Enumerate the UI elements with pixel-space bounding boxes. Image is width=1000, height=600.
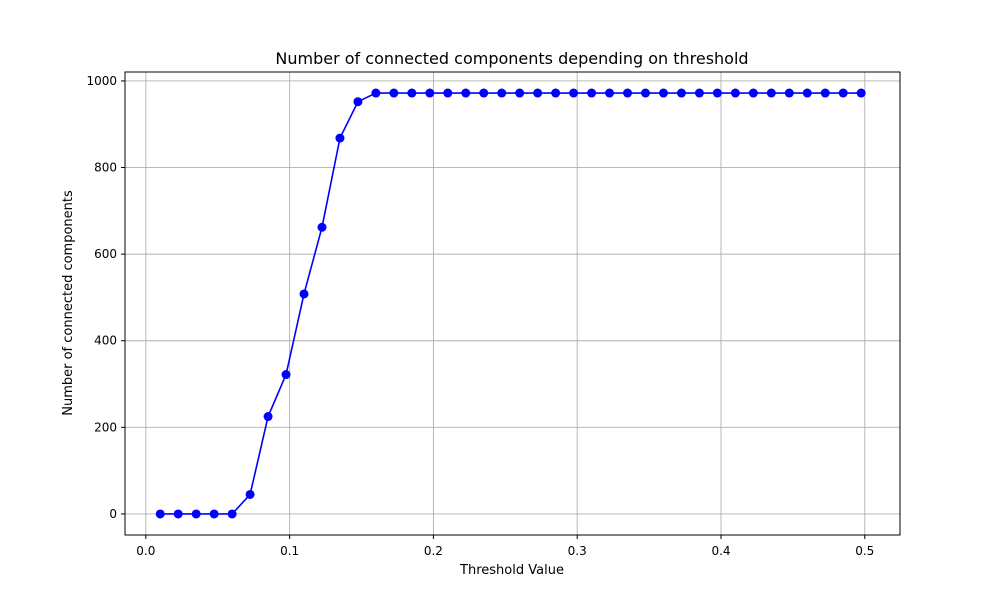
data-point <box>766 88 776 98</box>
data-point <box>497 88 507 98</box>
data-point <box>694 88 704 98</box>
data-point <box>227 509 237 519</box>
plot-frame <box>124 71 901 536</box>
series-layer <box>155 88 866 519</box>
data-point <box>676 88 686 98</box>
data-point <box>191 509 201 519</box>
y-tick-label: 200 <box>94 420 117 434</box>
y-axis-label: Number of connected components <box>61 190 76 416</box>
data-point <box>856 88 866 98</box>
y-tick-label: 800 <box>94 161 117 175</box>
data-point <box>605 88 615 98</box>
data-point <box>353 97 363 107</box>
x-axis: 0.0 0.1 0.2 0.3 0.4 0.5 <box>136 535 874 558</box>
chart-title: Number of connected components depending… <box>275 49 748 68</box>
data-point <box>281 370 291 380</box>
data-point <box>712 88 722 98</box>
data-point <box>820 88 830 98</box>
y-tick-label: 0 <box>109 507 117 521</box>
data-point <box>461 88 471 98</box>
y-tick-label: 600 <box>94 247 117 261</box>
data-point <box>658 88 668 98</box>
data-point <box>155 509 165 519</box>
x-tick-label: 0.1 <box>280 544 299 558</box>
x-tick-label: 0.0 <box>136 544 155 558</box>
data-point <box>209 509 219 519</box>
data-point <box>784 88 794 98</box>
data-point <box>443 88 453 98</box>
data-point <box>533 88 543 98</box>
x-tick-label: 0.3 <box>568 544 587 558</box>
data-point <box>838 88 848 98</box>
x-tick-label: 0.2 <box>424 544 443 558</box>
y-axis: 0 200 400 600 800 1000 <box>86 74 125 521</box>
data-point <box>587 88 597 98</box>
y-tick-label: 1000 <box>86 74 117 88</box>
data-point <box>802 88 812 98</box>
data-point <box>245 489 255 499</box>
data-point <box>173 509 183 519</box>
data-point <box>623 88 633 98</box>
data-point <box>479 88 489 98</box>
data-point <box>515 88 525 98</box>
data-point <box>263 412 273 422</box>
data-point <box>371 88 381 98</box>
data-point <box>389 88 399 98</box>
data-point <box>551 88 561 98</box>
x-axis-label: Threshold Value <box>459 563 564 578</box>
x-tick-label: 0.5 <box>855 544 874 558</box>
grid-lines <box>125 72 900 535</box>
data-point <box>299 289 309 299</box>
data-point <box>748 88 758 98</box>
data-point <box>730 88 740 98</box>
y-tick-label: 400 <box>94 334 117 348</box>
data-point <box>335 133 345 143</box>
data-point <box>641 88 651 98</box>
data-point <box>407 88 417 98</box>
data-point <box>317 222 327 232</box>
series-line <box>160 92 862 515</box>
data-point <box>569 88 579 98</box>
data-point <box>425 88 435 98</box>
x-tick-label: 0.4 <box>711 544 730 558</box>
